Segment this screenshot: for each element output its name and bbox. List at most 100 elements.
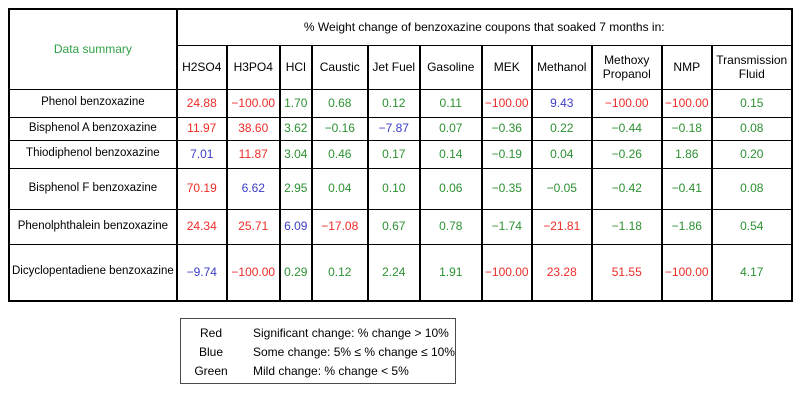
row-label: Bisphenol F benzoxazine (8, 167, 178, 210)
value-cell: 0.04 (310, 167, 369, 210)
value-cell: −0.19 (480, 139, 533, 169)
row-label: Phenolphthalein benzoxazine (8, 208, 178, 245)
value-cell: 11.97 (175, 116, 228, 141)
value-cell: −0.16 (310, 116, 369, 141)
value-cell: 3.04 (278, 139, 313, 169)
legend-description: Some change: 5% ≤ % change ≤ 10% (253, 344, 455, 359)
value-cell: −100.00 (480, 243, 533, 302)
value-cell: 0.29 (278, 243, 313, 302)
value-cell: 24.34 (175, 208, 228, 245)
legend-row: Red Significant change: % change > 10% (187, 323, 455, 342)
value-cell: 70.19 (175, 167, 228, 210)
column-header: H3PO4 (225, 44, 281, 90)
value-cell: −100.00 (590, 88, 663, 118)
table-row: Bisphenol A benzoxazine 11.97 38.60 3.62 −0.… (8, 116, 793, 141)
value-cell: −0.35 (480, 167, 533, 210)
column-header: Methanol (530, 44, 593, 90)
value-cell: −1.74 (480, 208, 533, 245)
value-cell: 0.54 (710, 208, 793, 245)
legend-row: Blue Some change: 5% ≤ % change ≤ 10% (187, 342, 455, 361)
value-cell: 2.95 (278, 167, 313, 210)
column-header: HCl (278, 44, 313, 90)
column-header: Transmission Fluid (710, 44, 793, 90)
value-cell: −0.26 (590, 139, 663, 169)
column-header: NMP (660, 44, 713, 90)
value-cell: 4.17 (710, 243, 793, 302)
value-cell: −100.00 (480, 88, 533, 118)
value-cell: 6.62 (225, 167, 281, 210)
value-cell: 3.62 (278, 116, 313, 141)
legend-row: Green Mild change: % change < 5% (187, 361, 455, 380)
value-cell: −100.00 (660, 88, 713, 118)
value-cell: 0.04 (530, 139, 593, 169)
column-header: Jet Fuel (366, 44, 421, 90)
table-row: Phenol benzoxazine 24.88 −100.00 1.70 0.68 0.… (8, 88, 793, 118)
value-cell: 0.78 (418, 208, 483, 245)
table-row: Dicyclopentadiene benzoxazine −9.74 −100.0… (8, 243, 793, 302)
value-cell: 0.08 (710, 167, 793, 210)
value-cell: 0.17 (366, 139, 421, 169)
value-cell: −0.41 (660, 167, 713, 210)
value-cell: 6.09 (278, 208, 313, 245)
corner-cell-data-summary: Data summary (8, 8, 178, 90)
row-label: Dicyclopentadiene benzoxazine (8, 243, 178, 302)
value-cell: 0.46 (310, 139, 369, 169)
value-cell: 0.06 (418, 167, 483, 210)
value-cell: −21.81 (530, 208, 593, 245)
value-cell: 51.55 (590, 243, 663, 302)
value-cell: 1.70 (278, 88, 313, 118)
value-cell: −17.08 (310, 208, 369, 245)
legend-color-label: Green (194, 363, 228, 378)
column-header: Caustic (310, 44, 369, 90)
value-cell: 0.14 (418, 139, 483, 169)
value-cell: 0.67 (366, 208, 421, 245)
legend-color-label: Blue (198, 344, 224, 359)
table-body: Phenol benzoxazine 24.88 −100.00 1.70 0.68 0.… (8, 88, 793, 302)
value-cell: 0.08 (710, 116, 793, 141)
legend-description: Significant change: % change > 10% (253, 325, 449, 340)
value-cell: 0.20 (710, 139, 793, 169)
legend-description: Mild change: % change < 5% (253, 363, 409, 378)
value-cell: −1.18 (590, 208, 663, 245)
value-cell: −0.36 (480, 116, 533, 141)
legend-box: Red Significant change: % change > 10% B… (180, 318, 456, 384)
value-cell: 0.12 (366, 88, 421, 118)
value-cell: −100.00 (225, 243, 281, 302)
column-header: H2SO4 (175, 44, 228, 90)
value-cell: 9.43 (530, 88, 593, 118)
legend-color-label: Red (199, 325, 222, 340)
value-cell: 0.11 (418, 88, 483, 118)
value-cell: −0.44 (590, 116, 663, 141)
value-cell: −100.00 (225, 88, 281, 118)
value-cell: 25.71 (225, 208, 281, 245)
table-row: Thiodiphenol benzoxazine 7.01 11.87 3.04 0.4… (8, 139, 793, 169)
value-cell: 2.24 (366, 243, 421, 302)
value-cell: 0.10 (366, 167, 421, 210)
value-cell: 1.91 (418, 243, 483, 302)
row-label: Bisphenol A benzoxazine (8, 116, 178, 141)
value-cell: 0.68 (310, 88, 369, 118)
table-header: Data summary% Weight change of benzoxazi… (8, 8, 793, 90)
column-header: Gasoline (418, 44, 483, 90)
column-header: MEK (480, 44, 533, 90)
column-header: Methoxy Propanol (590, 44, 663, 90)
table-row: Phenolphthalein benzoxazine 24.34 25.71 6.0… (8, 208, 793, 245)
value-cell: 24.88 (175, 88, 228, 118)
value-cell: 23.28 (530, 243, 593, 302)
row-label: Thiodiphenol benzoxazine (8, 139, 178, 169)
value-cell: −0.05 (530, 167, 593, 210)
value-cell: 11.87 (225, 139, 281, 169)
value-cell: −0.18 (660, 116, 713, 141)
value-cell: −9.74 (175, 243, 228, 302)
value-cell: 0.15 (710, 88, 793, 118)
value-cell: −7.87 (366, 116, 421, 141)
value-cell: 38.60 (225, 116, 281, 141)
value-cell: 0.22 (530, 116, 593, 141)
row-label: Phenol benzoxazine (8, 88, 178, 118)
value-cell: −0.42 (590, 167, 663, 210)
value-cell: 0.07 (418, 116, 483, 141)
data-table: Data summary% Weight change of benzoxazi… (8, 8, 793, 302)
value-cell: 7.01 (175, 139, 228, 169)
table-row: Bisphenol F benzoxazine 70.19 6.62 2.95 0.04… (8, 167, 793, 210)
